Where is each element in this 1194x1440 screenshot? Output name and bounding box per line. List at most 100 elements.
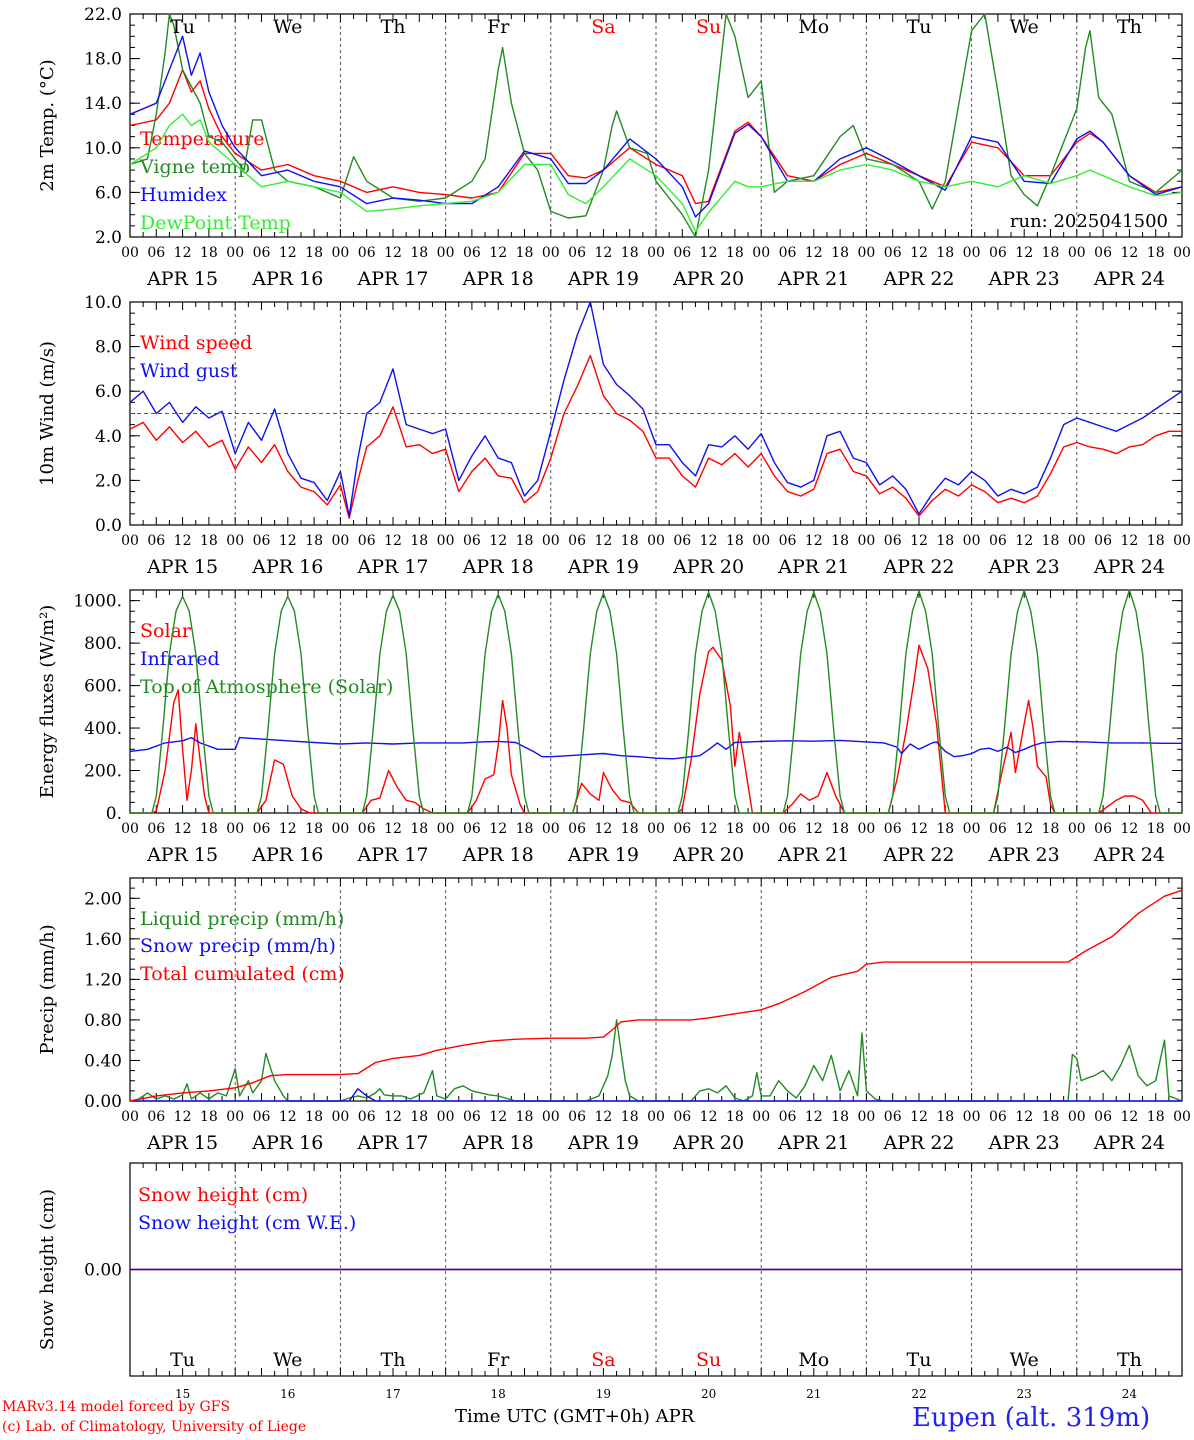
hour-tick-label: 18 [410,1109,428,1125]
hour-tick-label: 06 [463,533,481,549]
hour-tick-label: 06 [779,1109,797,1125]
hour-tick-label: 00 [1068,1109,1086,1125]
y-axis-title: Snow height (cm) [37,1189,58,1350]
date-label: APR 22 [882,556,954,578]
hour-tick-label: 00 [752,533,770,549]
legend-entry: Solar [140,620,192,642]
hour-tick-label: 18 [200,821,218,837]
hour-tick-label: 18 [726,533,744,549]
day-number: 20 [701,1387,716,1401]
hour-tick-label: 18 [305,821,323,837]
hour-tick-label: 12 [805,1109,823,1125]
y-tick-label: 4.0 [95,427,122,447]
hour-tick-label: 06 [884,1109,902,1125]
day-number: 18 [491,1387,506,1401]
hour-tick-label: 12 [1120,821,1138,837]
y-tick-label: 18.0 [84,50,122,70]
date-label: APR 21 [777,844,849,866]
date-label: APR 19 [567,268,639,290]
hour-tick-label: 18 [621,821,639,837]
date-label: APR 20 [672,268,744,290]
y-tick-label: 0.0 [95,516,122,536]
day-number: 21 [806,1387,821,1401]
y-tick-label: 0. [106,804,122,824]
hour-tick-label: 18 [200,1109,218,1125]
hour-tick-label: 06 [463,821,481,837]
weekday-label: We [1010,1349,1039,1371]
hour-tick-label: 06 [253,245,271,261]
date-label: APR 24 [1093,1132,1165,1154]
hour-tick-label: 06 [779,533,797,549]
y-tick-label: 2.0 [95,471,122,491]
series-line-solar [130,644,1182,814]
hour-tick-label: 00 [226,1109,244,1125]
hour-tick-label: 06 [1094,821,1112,837]
hour-tick-label: 12 [805,821,823,837]
hour-tick-label: 00 [1173,533,1191,549]
hour-tick-label: 12 [910,1109,928,1125]
hour-tick-label: 06 [147,821,165,837]
hour-tick-label: 00 [542,821,560,837]
hour-tick-label: 00 [331,1109,349,1125]
hour-tick-label: 06 [673,245,691,261]
y-tick-label: 1000. [73,592,122,612]
y-axis-title: 2m Temp. (°C) [37,59,58,191]
lab-credit: (c) Lab. of Climatology, University of L… [2,1419,307,1435]
hour-tick-label: 06 [253,1109,271,1125]
date-label: APR 16 [251,268,323,290]
hour-tick-label: 12 [910,821,928,837]
legend-entry: Snow height (cm W.E.) [138,1212,356,1234]
y-tick-label: 0.00 [84,1092,122,1112]
hour-tick-label: 06 [568,821,586,837]
hour-tick-label: 12 [700,533,718,549]
y-tick-label: 10.0 [84,293,122,313]
hour-tick-label: 18 [1042,821,1060,837]
hour-tick-label: 12 [174,821,192,837]
hour-tick-label: 12 [594,245,612,261]
hour-tick-label: 12 [384,1109,402,1125]
y-tick-label: 0.40 [84,1051,122,1071]
hour-tick-label: 18 [936,1109,954,1125]
weekday-label: We [1010,16,1039,38]
y-tick-label: 200. [84,762,122,782]
legend-entry: Vigne temp [139,156,250,178]
date-label: APR 24 [1093,844,1165,866]
legend-entry: Liquid precip (mm/h) [140,908,344,930]
legend-entry: Top of Atmosphere (Solar) [140,676,393,698]
legend-entry: Snow precip (mm/h) [140,935,336,957]
hour-tick-label: 00 [1068,533,1086,549]
hour-tick-label: 12 [279,245,297,261]
run-annotation: run: 2025041500 [1010,211,1168,232]
hour-tick-label: 12 [805,245,823,261]
y-tick-label: 10.0 [84,139,122,159]
y-tick-label: 0.00 [84,1261,122,1281]
hour-tick-label: 06 [989,245,1007,261]
series-line-wind-speed [129,354,1182,519]
date-label: APR 20 [672,844,744,866]
y-tick-label: 2.0 [95,228,122,248]
hour-tick-label: 00 [963,245,981,261]
y-tick-label: 22.0 [84,5,122,25]
series-line-dewpoint-temp [129,113,1183,233]
date-label: APR 18 [462,268,534,290]
hour-tick-label: 12 [910,245,928,261]
hour-tick-label: 00 [542,1109,560,1125]
time-axis-label: Time UTC (GMT+0h) APR [455,1406,694,1427]
hour-tick-label: 12 [594,821,612,837]
hour-tick-label: 06 [253,533,271,549]
hour-tick-label: 18 [1042,245,1060,261]
date-label: APR 19 [567,844,639,866]
date-label: APR 16 [251,556,323,578]
hour-tick-label: 06 [358,1109,376,1125]
hour-tick-label: 00 [121,821,139,837]
date-label: APR 22 [882,268,954,290]
hour-tick-label: 06 [253,821,271,837]
weekday-label: Mo [798,1349,829,1371]
series-line-humidex [129,35,1183,218]
date-label: APR 15 [146,268,218,290]
day-number: 22 [911,1387,926,1401]
y-axis-title: Precip (mm/h) [37,924,58,1054]
hour-tick-label: 12 [384,245,402,261]
hour-tick-label: 12 [1015,533,1033,549]
